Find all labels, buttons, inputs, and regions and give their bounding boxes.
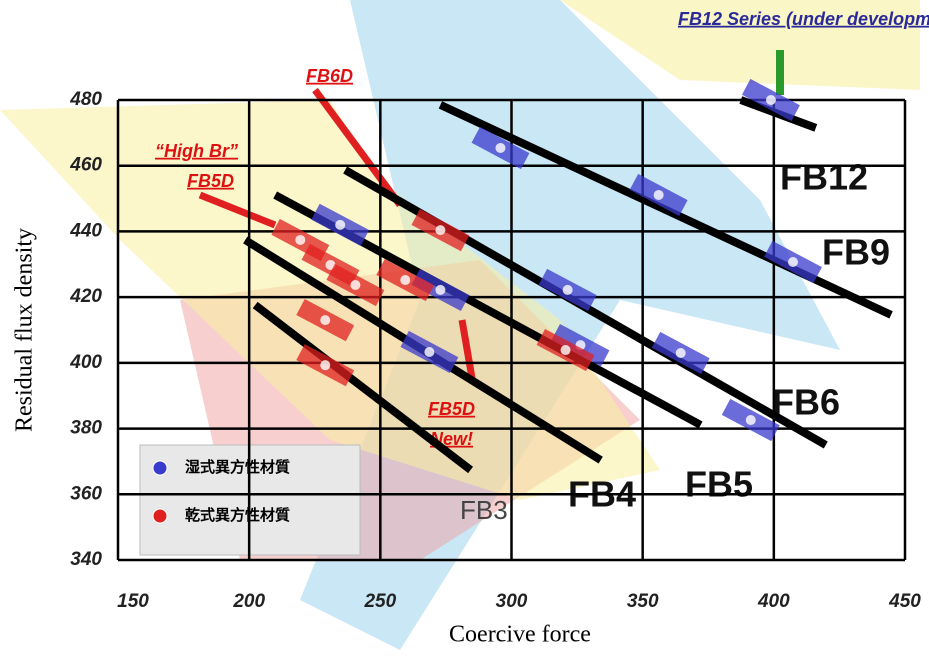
x-tick-label: 400: [757, 591, 790, 612]
yellow-shape: [0, 100, 660, 500]
point: [787, 256, 798, 267]
annotation: “High Br”: [155, 141, 238, 161]
x-tick-label: 200: [232, 591, 265, 612]
point: [562, 284, 573, 295]
y-tick-label: 460: [69, 155, 102, 176]
arrow: [458, 319, 476, 379]
y-axis-label: Residual flux density: [12, 228, 38, 432]
grade-label: FB5: [685, 464, 753, 505]
point: [675, 348, 686, 358]
legend-label: 乾式異方性材質: [185, 506, 290, 524]
point: [653, 189, 664, 200]
y-tick-label: 440: [69, 220, 102, 241]
annotation: FB6D: [306, 66, 353, 86]
point: [320, 315, 331, 326]
x-axis-label: Coercive force: [449, 622, 591, 648]
arrow: [312, 87, 403, 208]
point: [435, 225, 446, 236]
grade-label: FB3: [460, 495, 508, 525]
point: [325, 259, 336, 270]
y-tick-label: 340: [70, 549, 102, 570]
point: [335, 219, 346, 230]
legend-label: 湿式異方性材質: [185, 458, 290, 476]
point: [435, 284, 446, 295]
x-tick-label: 250: [363, 591, 396, 612]
x-tick-label: 350: [627, 591, 659, 612]
grade-line: [252, 301, 474, 474]
point: [295, 234, 306, 245]
point: [745, 415, 756, 426]
x-tick-label: 300: [496, 591, 528, 612]
y-tick-label: 380: [70, 418, 102, 439]
grade-label: FB6: [772, 382, 840, 423]
point: [350, 279, 361, 290]
grade-label: FB9: [822, 232, 890, 273]
grade-line: [438, 101, 893, 319]
annotation: FB5D: [187, 171, 234, 191]
arrow: [198, 191, 277, 229]
legend-marker: [152, 460, 168, 476]
x-tick-label: 450: [888, 591, 921, 612]
point: [765, 95, 776, 105]
point: [424, 347, 435, 358]
point: [560, 345, 571, 356]
annotation: FB12 Series (under development): [678, 9, 929, 29]
annotation: FB5D: [428, 399, 475, 419]
x-tick-label: 150: [117, 591, 149, 612]
y-tick-label: 480: [69, 89, 102, 110]
y-tick-label: 400: [69, 352, 102, 373]
legend-marker: [152, 508, 168, 524]
point: [495, 142, 506, 153]
y-tick-label: 420: [69, 286, 102, 307]
point: [320, 360, 331, 371]
point: [400, 275, 411, 286]
grade-label: FB12: [780, 157, 868, 198]
yellow-shape-top: [560, 0, 920, 90]
y-tick-label: 360: [70, 483, 102, 504]
